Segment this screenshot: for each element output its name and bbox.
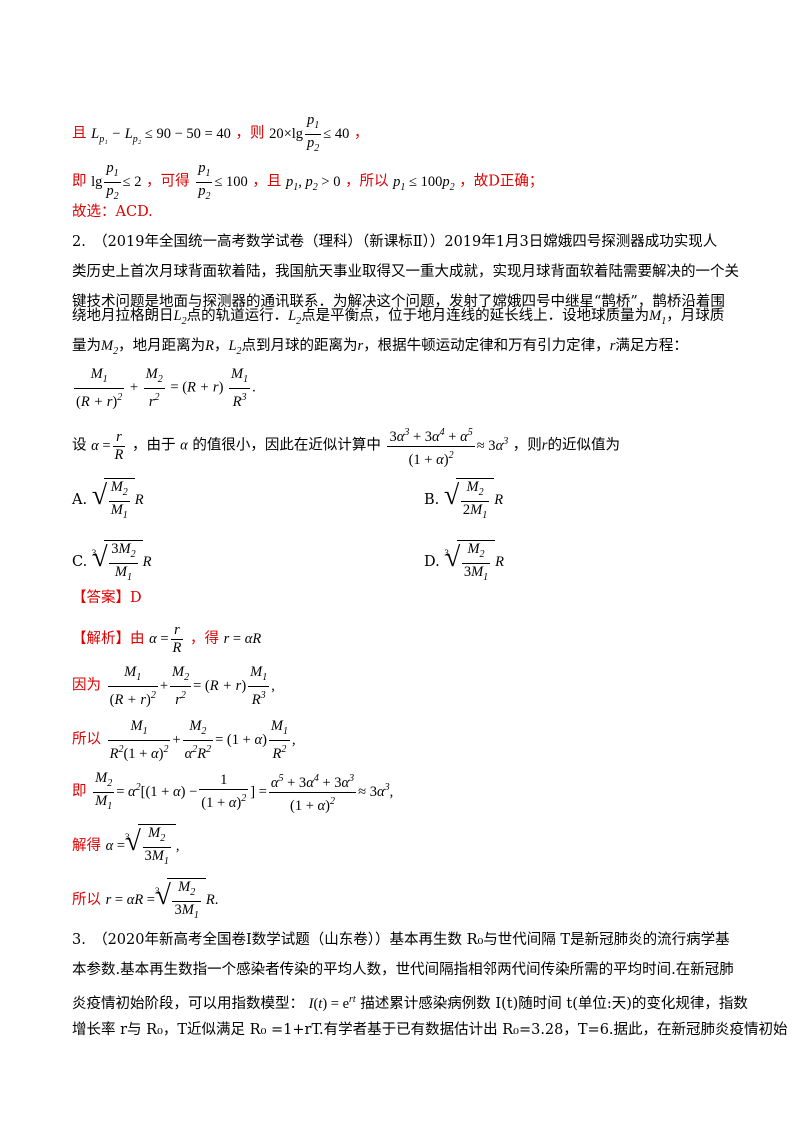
option-d-label[interactable]: D. bbox=[424, 554, 440, 571]
text-segment: ，地月距离为 bbox=[118, 338, 206, 354]
q2-line-3: 键技术问题是地面与探测器的通讯联系．为解决这个问题，发射了嫦娥四号中继星“鹊桥”… bbox=[72, 294, 725, 310]
q3-line-3: 炎疫情初始阶段，可以用指数模型： I(t) = ert 描述累计感染病例数 I(… bbox=[72, 990, 748, 1014]
text-segment: ，得 bbox=[190, 630, 220, 647]
formula-L2b: L2 bbox=[288, 308, 302, 327]
text-segment: 点到月球的距离为 bbox=[241, 338, 358, 354]
option-c-label[interactable]: C. bbox=[72, 554, 88, 571]
solution-line-1: 且 Lp₁ − Lp₂ ≤ 90 − 50 = 40 ，则 20×lg p1 p2 ≤… bbox=[72, 112, 368, 157]
option-b[interactable]: B. √ M2 2M1 R bbox=[424, 478, 503, 524]
option-row-2: C. 3 √ 3M2 M1 R D. 3 √ M2 3M1 R bbox=[72, 540, 504, 586]
text-segment: 满足方程： bbox=[615, 338, 688, 354]
text-segment: 的值很小，因此在近似计算中 bbox=[192, 437, 381, 454]
text-segment: 描述累计感染病例数 I(t)随时间 t(单位:天)的变化规律，指数 bbox=[360, 995, 748, 1012]
sol-formula-5: M2 M1 = α2[(1 + α) −1 (1 + α)2] = α5 + 3α4 +… bbox=[93, 770, 394, 814]
text-segment: ，由于 bbox=[132, 437, 176, 454]
answer-value: D bbox=[130, 590, 142, 606]
formula-6: p1 ≤ 100p2 bbox=[393, 173, 455, 193]
formula-alpha-def: α = r R bbox=[91, 428, 126, 463]
formula-3: lg p1 p2 ≤ 2 bbox=[91, 160, 142, 202]
text-segment: ，月球质 bbox=[666, 308, 725, 324]
text-segment: 炎疫情初始阶段，可以用指数模型： bbox=[72, 995, 304, 1012]
sol-line-3: 所以 M1 R2(1 + α)2 + M2 α2R2 = (1 + α) M1 R2, bbox=[72, 718, 296, 763]
sol-line-1: 【解析】由 α = r R ，得 r = αR bbox=[72, 622, 261, 657]
q3-line-4: 增长率 r与 R₀，T近似满足 R₀ =1+rT.有学者基于已有数据估计出 R₀… bbox=[72, 1022, 788, 1038]
q2-line-7: 设 α = r R ，由于 α 的值很小，因此在近似计算中 3α3 + 3α4 + … bbox=[72, 424, 620, 469]
solution-line-2: 即 lg p1 p2 ≤ 2 ，可得 p1 p2 ≤ 100 ，且 p1, p2 > 0 … bbox=[72, 160, 543, 205]
formula-2: 20×lg p1 p2 ≤ 40 bbox=[269, 112, 350, 154]
text-segment: 的近似值为 bbox=[547, 437, 620, 454]
sol-formula-6: α =3 √ M2 3M1, bbox=[106, 824, 180, 867]
text-segment: 绕地月拉格朗日 bbox=[72, 308, 174, 324]
q3-line-1: 3. （2020年新高考全国卷Ⅰ数学试题（山东卷））基本再生数 R₀与世代间隔 … bbox=[72, 932, 730, 948]
text-segment: 解得 bbox=[72, 838, 101, 855]
sol-formula-7: r = αR =3 √ M2 3M1 R. bbox=[106, 878, 218, 921]
answer-label: 【答案】 bbox=[72, 590, 130, 606]
text-segment: ，则 bbox=[512, 437, 542, 454]
q2-line-1: 2. （2019年全国统一高考数学试卷（理科）（新课标Ⅱ））2019年1月3日嫦… bbox=[72, 234, 718, 250]
formula-5: p1, p2 > 0 bbox=[286, 173, 341, 193]
option-b-label[interactable]: B. bbox=[424, 492, 440, 509]
formula-L2c: L2 bbox=[228, 338, 242, 357]
text-segment: ，且 bbox=[252, 173, 282, 190]
text-segment: ，根据牛顿运动定律和万有引力定律， bbox=[363, 338, 610, 354]
option-d[interactable]: D. 3 √ M2 3M1 R bbox=[424, 540, 504, 586]
text-segment: ，故D正确； bbox=[459, 173, 544, 190]
q2-line-2: 类历史上首次月球背面软着陆，我国航天事业取得又一重大成就，实现月球背面软着陆需要… bbox=[72, 264, 739, 280]
text-segment: 设 bbox=[72, 437, 87, 454]
text-segment: 即 bbox=[72, 173, 87, 190]
sol-line-5: 解得 α =3 √ M2 3M1, bbox=[72, 824, 180, 870]
sol-label: 【解析】 bbox=[72, 630, 130, 647]
option-d-formula: 3 √ M2 3M1 R bbox=[444, 540, 504, 583]
option-c-formula: 3 √ 3M2 M1 R bbox=[92, 540, 152, 583]
text-segment: 点的轨道运行． bbox=[186, 308, 289, 324]
text-segment: ，则 bbox=[235, 125, 265, 142]
formula-alpha: α bbox=[180, 437, 188, 454]
option-a-formula: √ M2 M1 R bbox=[92, 478, 144, 521]
option-row-1: A. √ M2 M1 R B. √ M2 2M1 R bbox=[72, 478, 503, 524]
option-b-formula: √ M2 2M1 R bbox=[444, 478, 503, 521]
q2-line-5: 量为M2，地月距离为R，L2点到月球的距离为r，根据牛顿运动定律和万有引力定律，… bbox=[72, 336, 688, 362]
equation-main: M1 (R + r)2 + M2 r2 = (R + r) M1 R3. bbox=[74, 366, 256, 410]
formula-L2: L2 bbox=[173, 308, 187, 327]
answer-line: 【答案】D bbox=[72, 588, 142, 608]
sol-formula-3: M1 (R + r)2 + M2 r2 = (R + r) M1 R3, bbox=[107, 664, 275, 708]
sol-formula-1: α = r R bbox=[149, 622, 184, 656]
text-segment: 由 bbox=[130, 630, 145, 647]
formula-M1: M1 bbox=[649, 308, 667, 327]
q3-line-2: 本参数.基本再生数指一个感染者传染的平均人数，世代间隔指相邻两代间传染所需的平均… bbox=[72, 962, 734, 978]
sol-line-4: 即 M2 M1 = α2[(1 + α) −1 (1 + α)2] = α5 + 3α4… bbox=[72, 770, 393, 815]
text-segment: 所以 bbox=[72, 731, 101, 748]
formula-It: I(t) = ert bbox=[308, 994, 356, 1012]
solution-choice: 故选：ACD. bbox=[72, 204, 153, 220]
sol-formula-2: r = αR bbox=[223, 630, 262, 647]
text-segment: 因为 bbox=[72, 677, 101, 694]
formula-1: Lp₁ − Lp₂ ≤ 90 − 50 = 40 bbox=[91, 125, 231, 145]
formula-4: p1 p2 ≤ 100 bbox=[196, 160, 248, 202]
sol-formula-4: M1 R2(1 + α)2 + M2 α2R2 = (1 + α) M1 R2, bbox=[107, 718, 296, 762]
formula-r2: r bbox=[609, 338, 616, 354]
text-segment: 即 bbox=[72, 783, 87, 800]
text-segment: 所以 bbox=[72, 892, 101, 909]
text-segment: 且 bbox=[72, 125, 87, 142]
text-segment: 量为 bbox=[72, 338, 101, 354]
text-segment: 点是平衡点，位于地月连线的延长线上．设地球质量为 bbox=[301, 308, 650, 324]
formula-R: R bbox=[205, 338, 214, 354]
formula-r3: r bbox=[541, 437, 548, 454]
sol-line-6: 所以 r = αR =3 √ M2 3M1 R. bbox=[72, 878, 218, 924]
option-a-label[interactable]: A. bbox=[72, 492, 88, 509]
formula-r: r bbox=[357, 338, 364, 354]
sol-line-2: 因为 M1 (R + r)2 + M2 r2 = (R + r) M1 R3, bbox=[72, 664, 275, 709]
q2-line-4: 绕地月拉格朗日L2点的轨道运行．L2点是平衡点，位于地月连线的延长线上．设地球质… bbox=[72, 306, 724, 332]
text-segment: ， bbox=[213, 338, 229, 354]
text-segment: ，所以 bbox=[345, 173, 389, 190]
text-segment: ，可得 bbox=[146, 173, 190, 190]
formula-approx: 3α3 + 3α4 + α5 (1 + α)2 ≈ 3α3 bbox=[385, 427, 508, 468]
formula-M2: M2 bbox=[101, 338, 119, 357]
text-segment: ， bbox=[353, 125, 369, 142]
